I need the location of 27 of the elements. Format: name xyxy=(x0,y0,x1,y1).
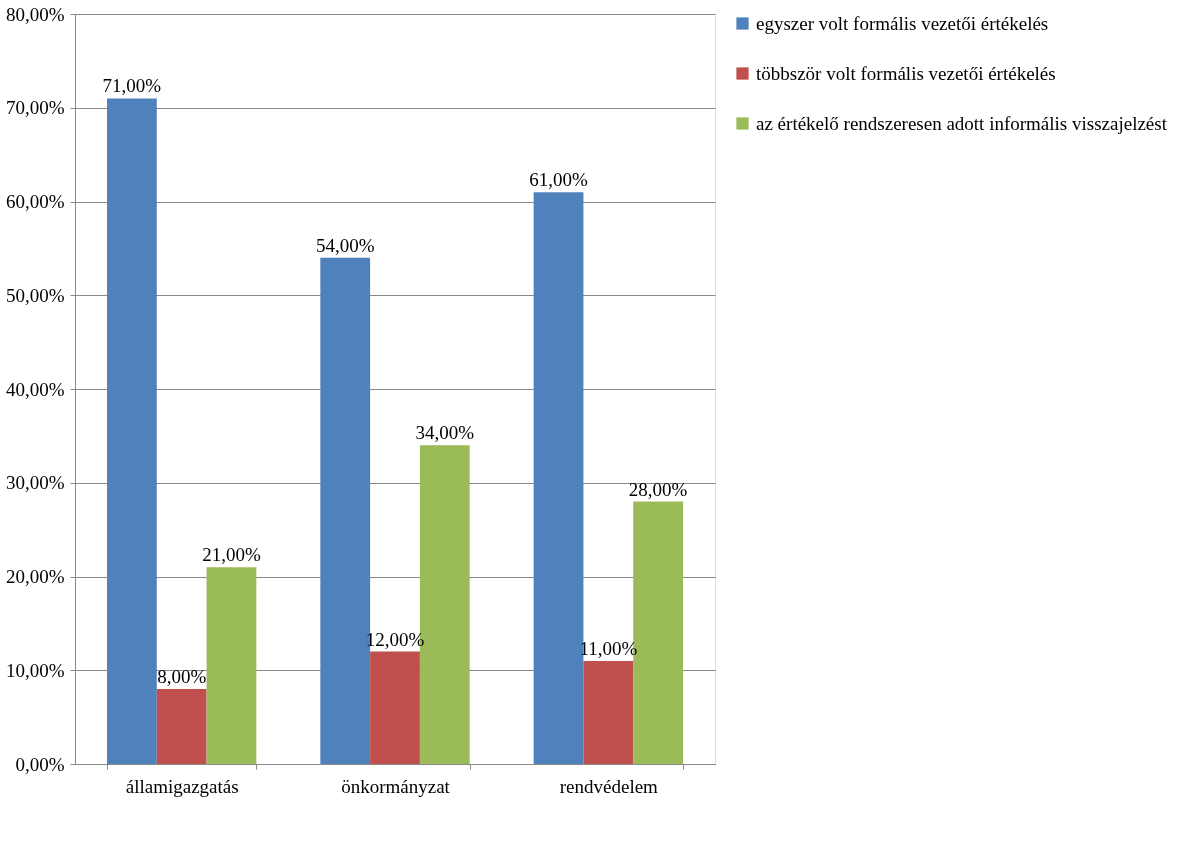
data-label: 61,00% xyxy=(529,169,589,191)
bar xyxy=(370,651,420,764)
data-label: 8,00% xyxy=(157,666,207,687)
data-label: 71,00% xyxy=(102,75,162,97)
data-label: 28,00% xyxy=(628,478,688,500)
legend-label: az értékelő rendszeresen adott informális visszajelzést xyxy=(756,112,1168,134)
y-tick-label: 80,00% xyxy=(5,3,65,25)
bar xyxy=(206,567,257,764)
y-tick-label: 70,00% xyxy=(5,97,65,119)
data-label: 54,00% xyxy=(315,234,375,256)
x-tick-label: rendvédelem xyxy=(559,775,659,797)
y-tick-label: 10,00% xyxy=(5,659,65,681)
x-tick-label: önkormányzat xyxy=(341,775,451,797)
y-tick-label: 20,00% xyxy=(5,566,65,587)
y-tick-label: 60,00% xyxy=(5,191,65,212)
x-tick-label: államigazgatás xyxy=(125,775,239,797)
y-tick-label: 50,00% xyxy=(5,284,65,306)
data-label: 21,00% xyxy=(202,544,261,566)
legend-label: egyszer volt formális vezetői értékelés xyxy=(756,12,1049,34)
y-tick-label: 40,00% xyxy=(5,378,65,400)
legend-label: többször volt formális vezetői értékelés xyxy=(756,62,1056,84)
y-tick-label: 30,00% xyxy=(5,472,65,494)
y-tick-label: 0,00% xyxy=(15,753,65,775)
bar xyxy=(583,660,634,764)
data-label: 34,00% xyxy=(415,422,475,444)
bar xyxy=(107,98,157,764)
bar xyxy=(156,689,207,764)
